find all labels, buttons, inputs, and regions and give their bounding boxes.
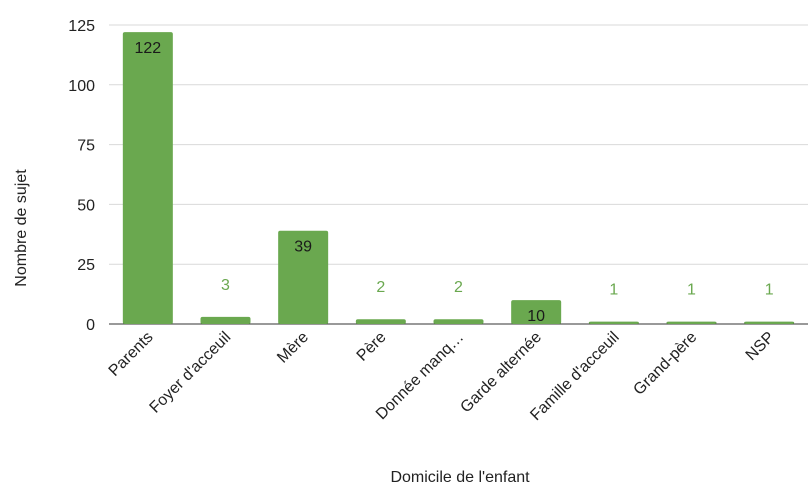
x-tick-label: NSP bbox=[743, 329, 778, 364]
x-tick-label: Mère bbox=[274, 329, 312, 367]
x-tick-label: Père bbox=[354, 329, 390, 365]
x-tick-label: Foyer d'acceuil bbox=[147, 329, 235, 417]
y-tick-label: 75 bbox=[77, 138, 95, 155]
data-label: 1 bbox=[609, 282, 618, 299]
y-tick-label: 0 bbox=[86, 317, 95, 334]
y-tick-label: 50 bbox=[77, 197, 95, 214]
y-tick-label: 25 bbox=[77, 257, 95, 274]
data-label: 1 bbox=[765, 282, 774, 299]
data-labels: 122 3 39 2 2 10 1 1 1 bbox=[134, 40, 773, 325]
bar bbox=[588, 321, 639, 324]
data-label: 2 bbox=[454, 279, 463, 296]
bar bbox=[433, 319, 484, 324]
bar bbox=[200, 316, 251, 324]
data-label: 122 bbox=[134, 40, 161, 57]
data-label: 2 bbox=[376, 279, 385, 296]
y-tick-label: 100 bbox=[68, 78, 95, 95]
data-label: 3 bbox=[221, 277, 230, 294]
bar bbox=[355, 319, 406, 324]
bar bbox=[278, 230, 329, 324]
bar bbox=[744, 321, 795, 324]
y-tick-label: 125 bbox=[68, 18, 95, 35]
x-tick-label: Grand-père bbox=[630, 329, 700, 399]
data-label: 39 bbox=[294, 239, 312, 256]
x-tick-label: Parents bbox=[106, 329, 157, 380]
bar bbox=[666, 321, 717, 324]
data-label: 10 bbox=[527, 308, 545, 325]
x-axis-title: Domicile de l'enfant bbox=[390, 469, 530, 484]
bar bbox=[122, 32, 173, 325]
bars bbox=[122, 32, 795, 325]
data-label: 1 bbox=[687, 282, 696, 299]
bar bbox=[511, 300, 562, 324]
y-axis-title: Nombre de sujet bbox=[13, 169, 30, 287]
x-tick-label: Garde alternée bbox=[458, 329, 546, 417]
y-axis-ticks: 0 25 50 75 100 125 bbox=[68, 18, 95, 334]
